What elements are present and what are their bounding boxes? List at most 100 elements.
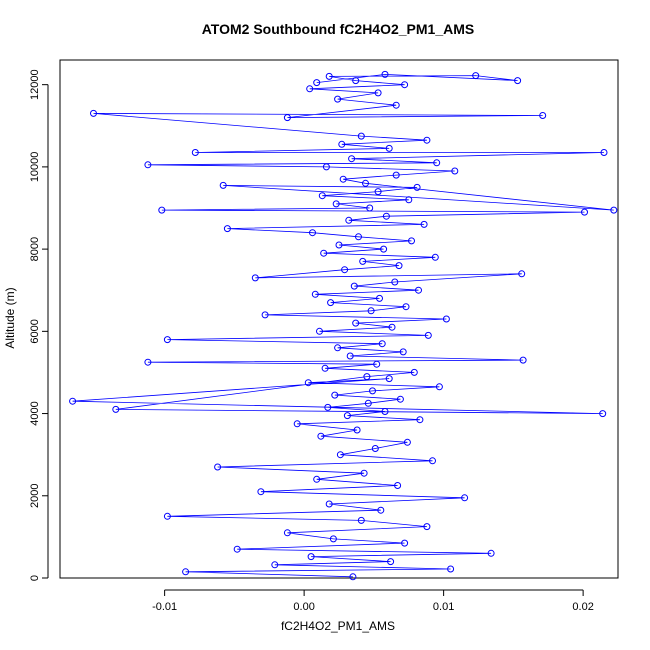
data-point (371, 445, 379, 452)
data-point (325, 72, 333, 80)
data-point (355, 233, 362, 241)
data-point (381, 408, 389, 415)
data-point (408, 237, 415, 245)
data-point (366, 204, 374, 212)
data-point (600, 149, 608, 156)
data-point (377, 506, 385, 514)
chart-title: ATOM2 Southbound fC2H4O2_PM1_AMS (202, 21, 475, 37)
data-point (401, 539, 409, 547)
data-point (313, 79, 321, 87)
data-point (322, 163, 330, 171)
data-point (369, 387, 376, 395)
data-point (182, 568, 190, 576)
data-point (415, 286, 422, 294)
data-point (251, 274, 259, 282)
data-point (539, 112, 547, 119)
data-point (431, 253, 439, 261)
data-point (311, 290, 319, 298)
data-point (403, 438, 411, 446)
data-point (293, 420, 301, 428)
data-point (283, 114, 291, 122)
data-point (353, 426, 361, 434)
x-tick-label: -0.01 (152, 601, 177, 613)
data-point (395, 262, 403, 270)
data-point (339, 175, 347, 183)
data-point (451, 167, 459, 175)
x-axis-label: fC2H4O2_PM1_AMS (281, 619, 395, 633)
data-point (334, 95, 342, 103)
plot-border (59, 59, 619, 579)
data-point (385, 144, 393, 152)
y-tick-label: 0 (29, 575, 41, 581)
data-point (391, 278, 399, 286)
data-point (373, 360, 381, 368)
data-point (610, 206, 618, 214)
data-point (343, 412, 351, 420)
data-point (416, 416, 424, 424)
data-point (357, 132, 365, 140)
data-point (350, 282, 358, 290)
data-point (348, 155, 356, 163)
y-tick-label: 12000 (29, 69, 41, 100)
series-line (72, 73, 614, 578)
data-point (334, 344, 342, 352)
data-point (433, 159, 441, 167)
data-point (318, 192, 326, 200)
data-point (341, 266, 349, 274)
data-point (306, 85, 314, 93)
y-tick-label: 4000 (29, 401, 41, 425)
data-point (396, 395, 404, 403)
data-point (382, 212, 390, 220)
data-point (399, 348, 407, 356)
data-point (335, 241, 343, 249)
data-point (325, 500, 333, 508)
data-point (360, 469, 368, 477)
data-point (374, 188, 382, 196)
data-point (345, 216, 353, 224)
data-point (378, 340, 386, 348)
y-axis: 0 2000 4000 6000 8000 10000 12000 (29, 69, 49, 581)
data-point (144, 358, 152, 366)
data-point (385, 375, 393, 383)
data-point (352, 77, 360, 85)
data-point (362, 179, 369, 187)
data-point (233, 545, 241, 553)
data-point (364, 399, 372, 407)
data-point (380, 245, 388, 253)
data-point (283, 529, 291, 537)
data-point (320, 249, 328, 257)
data-point (313, 475, 321, 483)
data-point (413, 183, 421, 191)
data-point (271, 561, 279, 569)
data-point (321, 364, 329, 372)
data-point (429, 457, 436, 465)
data-point (599, 410, 607, 418)
data-point (357, 516, 365, 524)
data-point (214, 463, 222, 471)
data-point (581, 208, 588, 216)
data-point (223, 225, 231, 233)
data-point (261, 311, 269, 319)
data-point (144, 161, 152, 169)
data-point (367, 307, 375, 315)
data-point (191, 149, 199, 156)
x-tick-label: 0.01 (433, 601, 454, 613)
data-point (163, 512, 171, 520)
data-point (257, 488, 265, 496)
data-point (461, 494, 469, 502)
data-point (163, 336, 171, 344)
y-tick-label: 10000 (29, 152, 41, 183)
data-point (487, 549, 495, 557)
data-point (158, 206, 166, 214)
data-point (374, 89, 382, 97)
y-axis-label: Altitude (m) (3, 287, 17, 348)
data-point (423, 523, 431, 531)
data-point (219, 181, 227, 189)
plot-frame (59, 59, 619, 579)
y-tick-label: 6000 (29, 319, 41, 343)
data-point (424, 331, 432, 339)
data-point (331, 391, 339, 399)
data-point (332, 200, 340, 208)
data-point (309, 229, 316, 237)
data-point (514, 77, 522, 85)
